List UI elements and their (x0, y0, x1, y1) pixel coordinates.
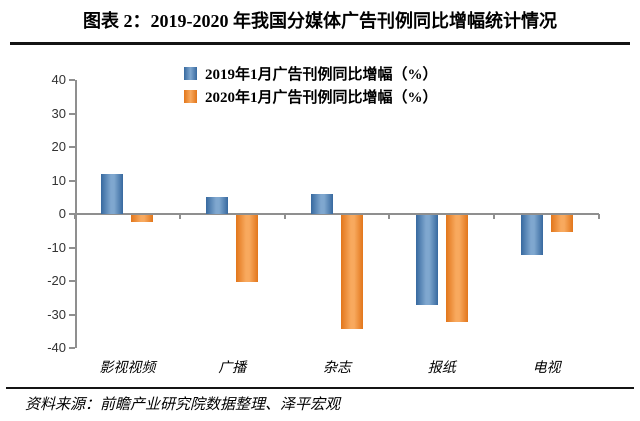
category-tick (388, 214, 391, 219)
y-tick-label: 10 (51, 172, 66, 188)
source-note: 资料来源：前瞻产业研究院数据整理、泽平宏观 (25, 397, 341, 413)
legend-item-2020: 2020年1月广告刊例同比增幅（%） (184, 85, 438, 108)
category-label: 报纸 (427, 361, 456, 376)
bar-2019-4 (521, 215, 543, 255)
y-tick (69, 213, 75, 215)
chart-title: 图表 2：2019-2020 年我国分媒体广告刊例同比增幅统计情况 (83, 11, 557, 31)
y-tick-label: -20 (47, 273, 66, 288)
category-tick (598, 214, 600, 219)
bar-2020-2 (341, 215, 363, 329)
legend-swatch-2020-icon (184, 90, 197, 103)
y-tick (69, 246, 75, 249)
legend-swatch-2019-icon (184, 67, 197, 80)
y-tick-label: -30 (47, 306, 66, 322)
y-tick (69, 280, 75, 282)
x-axis (75, 213, 599, 215)
bar-2019-1 (206, 197, 228, 214)
category-tick (493, 214, 496, 219)
legend-item-2019: 2019年1月广告刊例同比增幅（%） (184, 62, 438, 85)
bar-2019-0 (101, 174, 123, 214)
y-tick (69, 146, 75, 148)
bar-2020-1 (236, 215, 258, 282)
y-tick-label: 20 (51, 139, 66, 154)
category-label: 杂志 (322, 361, 351, 376)
bar-2019-3 (416, 215, 438, 305)
y-tick (69, 313, 75, 316)
category-tick (74, 214, 76, 219)
y-tick (69, 179, 75, 182)
top-rule (10, 42, 630, 45)
legend-label-2019: 2019年1月广告刊例同比增幅（%） (205, 67, 438, 83)
legend-label-2020: 2020年1月广告刊例同比增幅（%） (205, 90, 438, 106)
bar-2020-0 (131, 215, 153, 222)
y-tick (69, 79, 75, 81)
bar-2019-2 (311, 194, 333, 214)
category-label: 电视 (532, 361, 561, 376)
category-label: 影视视频 (99, 361, 156, 376)
bottom-rule (6, 387, 634, 389)
legend: 2019年1月广告刊例同比增幅（%） 2020年1月广告刊例同比增幅（%） (184, 62, 438, 108)
bar-2020-3 (446, 215, 468, 322)
y-tick-label: -40 (47, 340, 66, 355)
y-tick (69, 112, 75, 115)
y-tick-label: -10 (47, 239, 66, 255)
category-tick (178, 214, 181, 219)
y-tick-label: 30 (51, 105, 66, 121)
y-tick (69, 347, 75, 349)
bar-2020-4 (551, 215, 573, 232)
category-label: 广播 (218, 361, 247, 376)
y-tick-label: 0 (58, 206, 66, 221)
y-tick-label: 40 (51, 72, 66, 87)
category-tick (283, 214, 286, 219)
